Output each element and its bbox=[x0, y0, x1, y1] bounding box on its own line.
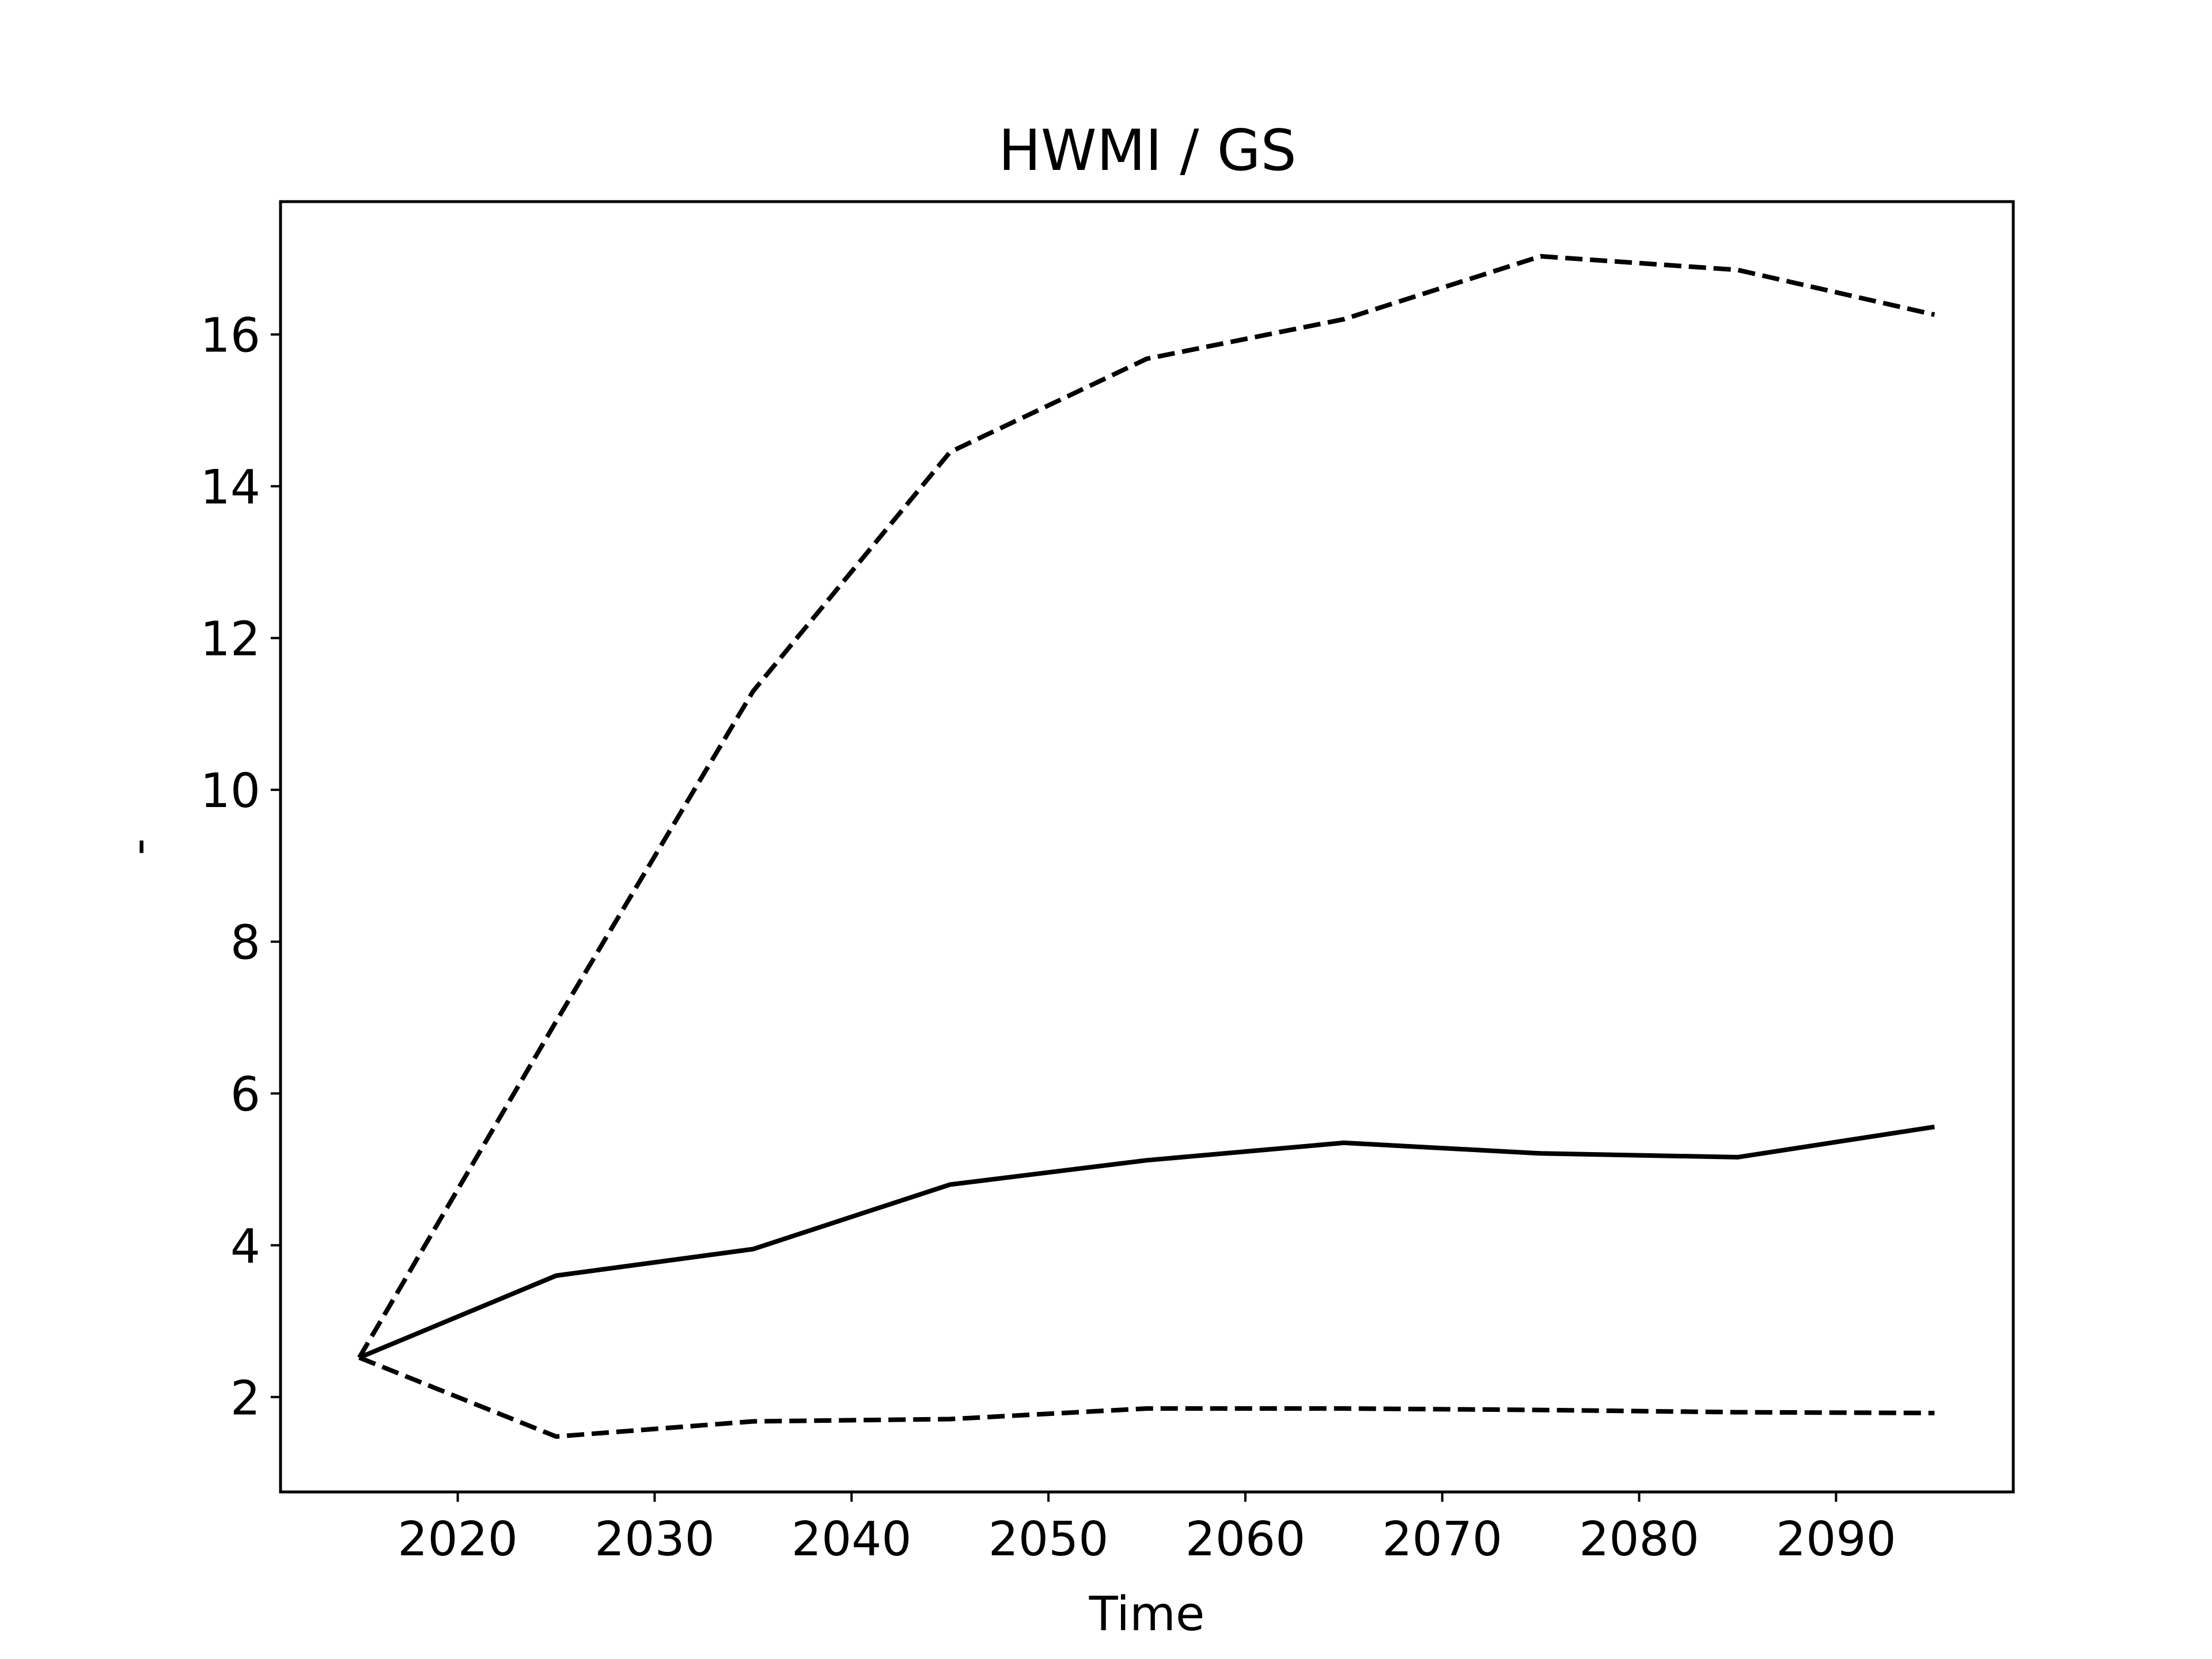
chart-title: HWMI / GS bbox=[998, 118, 1297, 184]
y-tick-label: 4 bbox=[230, 1219, 260, 1274]
x-tick-label: 2060 bbox=[1185, 1512, 1306, 1567]
series-line-2 bbox=[357, 253, 1936, 1359]
series-line-3 bbox=[358, 1355, 1935, 1439]
series-line-1 bbox=[358, 1124, 1935, 1360]
y-axis-label: - bbox=[111, 838, 166, 855]
y-tick-label: 6 bbox=[230, 1067, 260, 1122]
x-tick-label: 2040 bbox=[791, 1512, 912, 1567]
x-tick-label: 2070 bbox=[1382, 1512, 1502, 1567]
y-tick-label: 14 bbox=[200, 460, 260, 515]
y-tick-label: 8 bbox=[230, 916, 260, 971]
x-tick-label: 2030 bbox=[594, 1512, 715, 1567]
x-axis-ticks: 2020 2030 2040 2050 2060 2070 2080 2090 bbox=[397, 1492, 1896, 1567]
x-tick-label: 2050 bbox=[988, 1512, 1109, 1567]
x-tick-label: 2080 bbox=[1579, 1512, 1699, 1567]
y-tick-label: 12 bbox=[200, 612, 260, 667]
x-tick-label: 2020 bbox=[397, 1512, 518, 1567]
y-tick-label: 10 bbox=[200, 764, 260, 819]
y-tick-label: 2 bbox=[230, 1371, 260, 1426]
series-layer bbox=[357, 253, 1936, 1439]
x-tick-label: 2090 bbox=[1776, 1512, 1896, 1567]
y-tick-label: 16 bbox=[200, 309, 260, 363]
x-axis-label: Time bbox=[1089, 1587, 1205, 1642]
y-axis-ticks: 2 4 6 8 10 12 14 16 bbox=[200, 309, 281, 1426]
plot-area-frame bbox=[279, 200, 2015, 1494]
